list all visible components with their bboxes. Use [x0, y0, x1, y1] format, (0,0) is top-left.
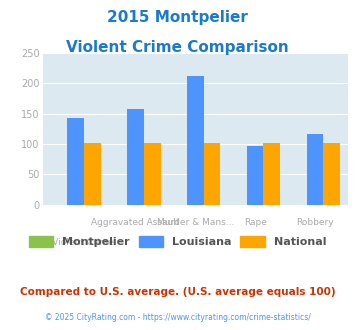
Bar: [67, 118, 84, 205]
Bar: [204, 143, 220, 205]
Text: © 2025 CityRating.com - https://www.cityrating.com/crime-statistics/: © 2025 CityRating.com - https://www.city…: [45, 314, 310, 322]
Bar: [187, 77, 204, 205]
Text: All Violent Crime: All Violent Crime: [38, 238, 113, 247]
Bar: [307, 134, 323, 205]
Text: Aggravated Assault: Aggravated Assault: [91, 218, 180, 227]
Bar: [144, 143, 160, 205]
Text: Murder & Mans...: Murder & Mans...: [157, 218, 234, 227]
Bar: [263, 143, 280, 205]
Text: Compared to U.S. average. (U.S. average equals 100): Compared to U.S. average. (U.S. average …: [20, 287, 335, 297]
Text: Robbery: Robbery: [296, 218, 334, 227]
Text: 2015 Montpelier: 2015 Montpelier: [107, 10, 248, 25]
Legend: Montpelier, Louisiana, National: Montpelier, Louisiana, National: [24, 232, 331, 252]
Bar: [84, 143, 101, 205]
Text: Violent Crime Comparison: Violent Crime Comparison: [66, 40, 289, 54]
Bar: [323, 143, 340, 205]
Bar: [127, 109, 144, 205]
Text: Rape: Rape: [244, 218, 267, 227]
Bar: [247, 146, 263, 205]
